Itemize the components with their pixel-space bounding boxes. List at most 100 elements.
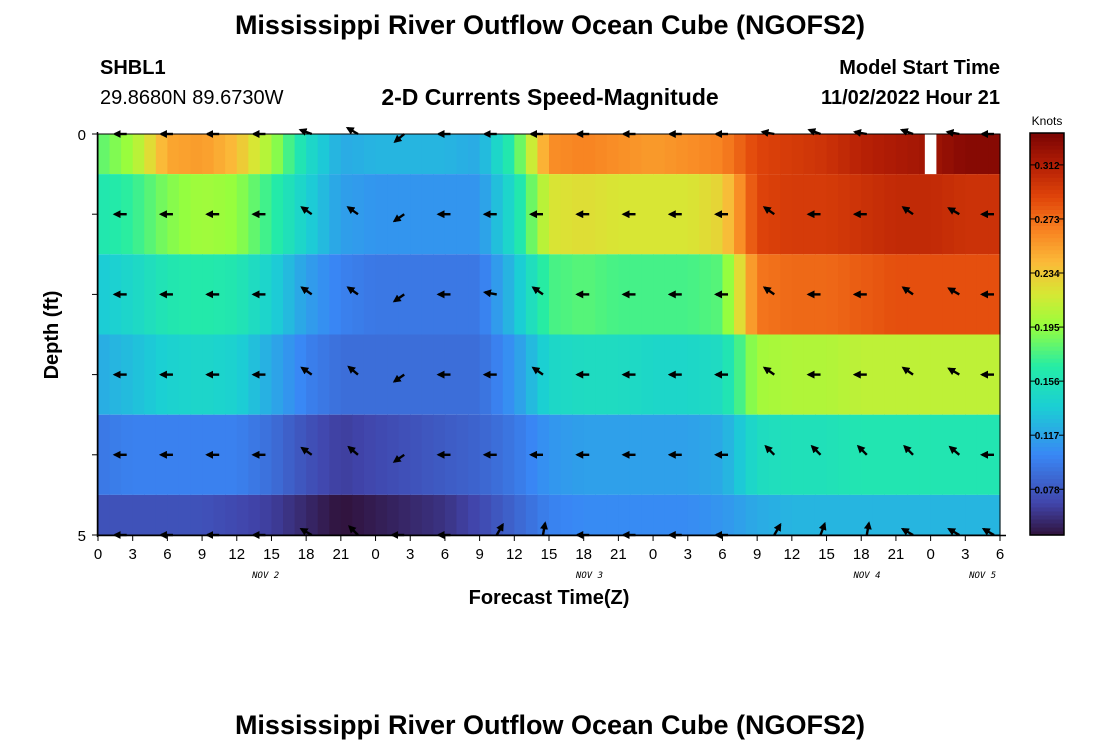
heatmap-cell (98, 414, 111, 495)
heatmap-cell (306, 414, 319, 495)
heatmap-cell (306, 334, 319, 415)
colorbar-segment (1030, 506, 1064, 512)
current-vector (947, 527, 960, 537)
heatmap-cell (421, 254, 434, 335)
x-tick-label: 12 (784, 546, 801, 563)
colorbar-segment (1030, 342, 1064, 347)
heatmap-cell (826, 174, 839, 255)
heatmap-cell (930, 334, 943, 415)
current-vector (346, 206, 359, 216)
heatmap-cell (375, 494, 388, 535)
colorbar-segment (1030, 486, 1064, 492)
x-tick-label: 15 (263, 546, 280, 563)
heatmap-cell (583, 494, 596, 535)
heatmap-cell (757, 494, 770, 535)
date-label: NOV 4 (852, 571, 880, 581)
heatmap-cell (248, 134, 261, 175)
heatmap-cell (363, 254, 377, 335)
heatmap-cell (444, 254, 458, 335)
colorbar-segment (1030, 245, 1064, 251)
colorbar-segment (1030, 189, 1064, 194)
heatmap-cell (606, 494, 619, 535)
colorbar-segment (1030, 309, 1064, 315)
heatmap-cell (421, 134, 434, 175)
heatmap-cell (710, 494, 724, 535)
heatmap-cell (814, 414, 828, 495)
colorbar-segment (1030, 370, 1064, 375)
current-vector (947, 287, 960, 296)
heatmap-cell (861, 174, 874, 255)
colorbar-segment (1030, 434, 1064, 440)
heatmap-cell (410, 414, 423, 495)
current-vector (300, 446, 313, 456)
heatmap-cell (606, 134, 619, 175)
heatmap-cell (606, 174, 619, 255)
colorbar-segment (1030, 313, 1064, 319)
x-tick-label: 0 (926, 546, 934, 563)
heatmap-cell (930, 414, 943, 495)
heatmap-cell (525, 134, 539, 175)
heatmap-cell (629, 334, 643, 415)
colorbar-segment (1030, 422, 1064, 428)
heatmap-cell (595, 174, 608, 255)
current-vector (348, 525, 359, 536)
heatmap-cell (653, 334, 666, 415)
heatmap-cell (317, 334, 330, 415)
heatmap-cell (768, 334, 781, 415)
heatmap-cell (965, 174, 978, 255)
heatmap-cell (121, 414, 134, 495)
heatmap-cell (745, 494, 758, 535)
heatmap-cell (202, 494, 215, 535)
heatmap-cell (340, 254, 354, 335)
heatmap-cell (884, 174, 897, 255)
heatmap-cell (433, 494, 446, 535)
heatmap-cell (537, 134, 550, 175)
heatmap-cell (676, 334, 689, 415)
colorbar-segment (1030, 418, 1064, 424)
colorbar-tick-label: 0.195 (1034, 323, 1059, 334)
heatmap-cell (884, 334, 897, 415)
heatmap-cell (676, 414, 689, 495)
heatmap-cell (306, 254, 319, 335)
heatmap-cell (803, 414, 816, 495)
colorbar-segment (1030, 293, 1064, 299)
heatmap-cell (236, 254, 249, 335)
heatmap-cell (306, 494, 319, 535)
colorbar-segment (1030, 518, 1064, 524)
x-tick-label: 12 (506, 546, 523, 563)
heatmap-cell (780, 174, 793, 255)
heatmap-cell (213, 494, 226, 535)
heatmap-cell (479, 494, 492, 535)
colorbar-segment (1030, 181, 1064, 186)
heatmap-cell (722, 414, 735, 495)
heatmap-cell (699, 414, 712, 495)
heatmap-cell (942, 174, 955, 255)
heatmap-cell (502, 414, 515, 495)
heatmap-cell (329, 334, 342, 415)
colorbar-segment (1030, 530, 1064, 536)
colorbar-segment (1030, 261, 1064, 267)
x-tick-label: 18 (853, 546, 870, 563)
heatmap-cell (595, 334, 608, 415)
heatmap-cell (745, 134, 758, 175)
heatmap-cell (144, 254, 157, 335)
colorbar-segment (1030, 510, 1064, 516)
heatmap-cell (537, 174, 550, 255)
date-label: NOV 2 (251, 571, 279, 581)
heatmap-cell (861, 414, 874, 495)
colorbar-segment (1030, 177, 1064, 182)
heatmap-cell (710, 134, 724, 175)
heatmap-cell (248, 494, 261, 535)
heatmap-cell (306, 174, 319, 255)
heatmap-cell (375, 174, 388, 255)
colorbar-segment (1030, 297, 1064, 303)
y-tick-label: 5 (78, 528, 86, 545)
heatmap-cell (780, 134, 793, 175)
heatmap-cell (121, 494, 134, 535)
heatmap-cell (514, 414, 527, 495)
colorbar-segment (1030, 522, 1064, 528)
heatmap-cell (155, 494, 168, 535)
heatmap-cell (468, 134, 481, 175)
heatmap-cell (294, 254, 307, 335)
